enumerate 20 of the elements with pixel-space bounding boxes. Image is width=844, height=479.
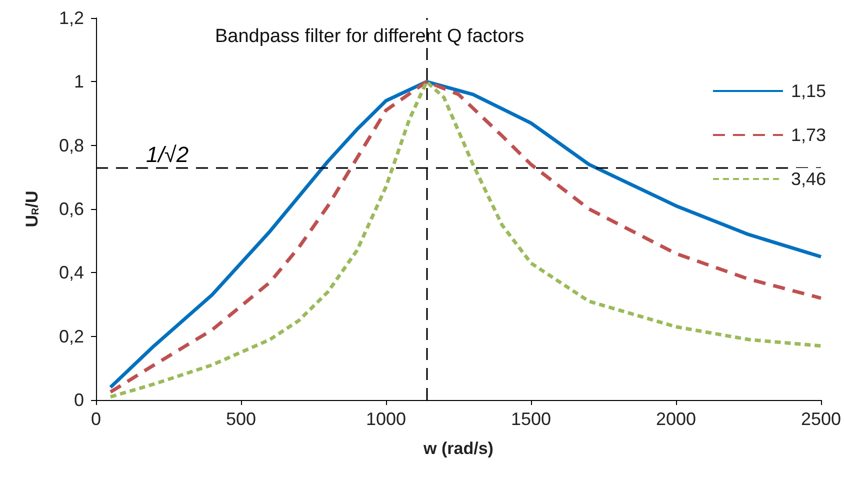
y-tick-label: 0,8	[58, 135, 84, 156]
x-tick-label: 2000	[656, 409, 696, 429]
x-tick-label: 1500	[510, 409, 552, 429]
x-axis-title: w (rad/s)	[422, 439, 494, 458]
ref-line-label: 1/√2	[146, 142, 189, 168]
x-tick-label: 0	[90, 409, 102, 429]
y-tick-label: 0,6	[58, 199, 84, 219]
legend-label: 1,15	[790, 81, 826, 101]
y-axis-title: UR/U	[22, 190, 42, 228]
y-tick-label: 0,4	[58, 262, 84, 283]
y-tick-label: 1,2	[58, 8, 84, 28]
x-tick-label: 2500	[800, 409, 841, 429]
x-tick-label: 1000	[366, 409, 406, 429]
legend-label: 1,73	[790, 125, 826, 145]
legend-label: 3,46	[790, 169, 826, 189]
x-tick-label: 500	[226, 409, 256, 429]
y-tick-label: 1	[74, 72, 84, 92]
y-tick-label: 0,2	[58, 326, 84, 346]
chart-title: Bandpass filter for different Q factors	[215, 26, 524, 47]
y-tick-label: 0	[74, 390, 84, 410]
